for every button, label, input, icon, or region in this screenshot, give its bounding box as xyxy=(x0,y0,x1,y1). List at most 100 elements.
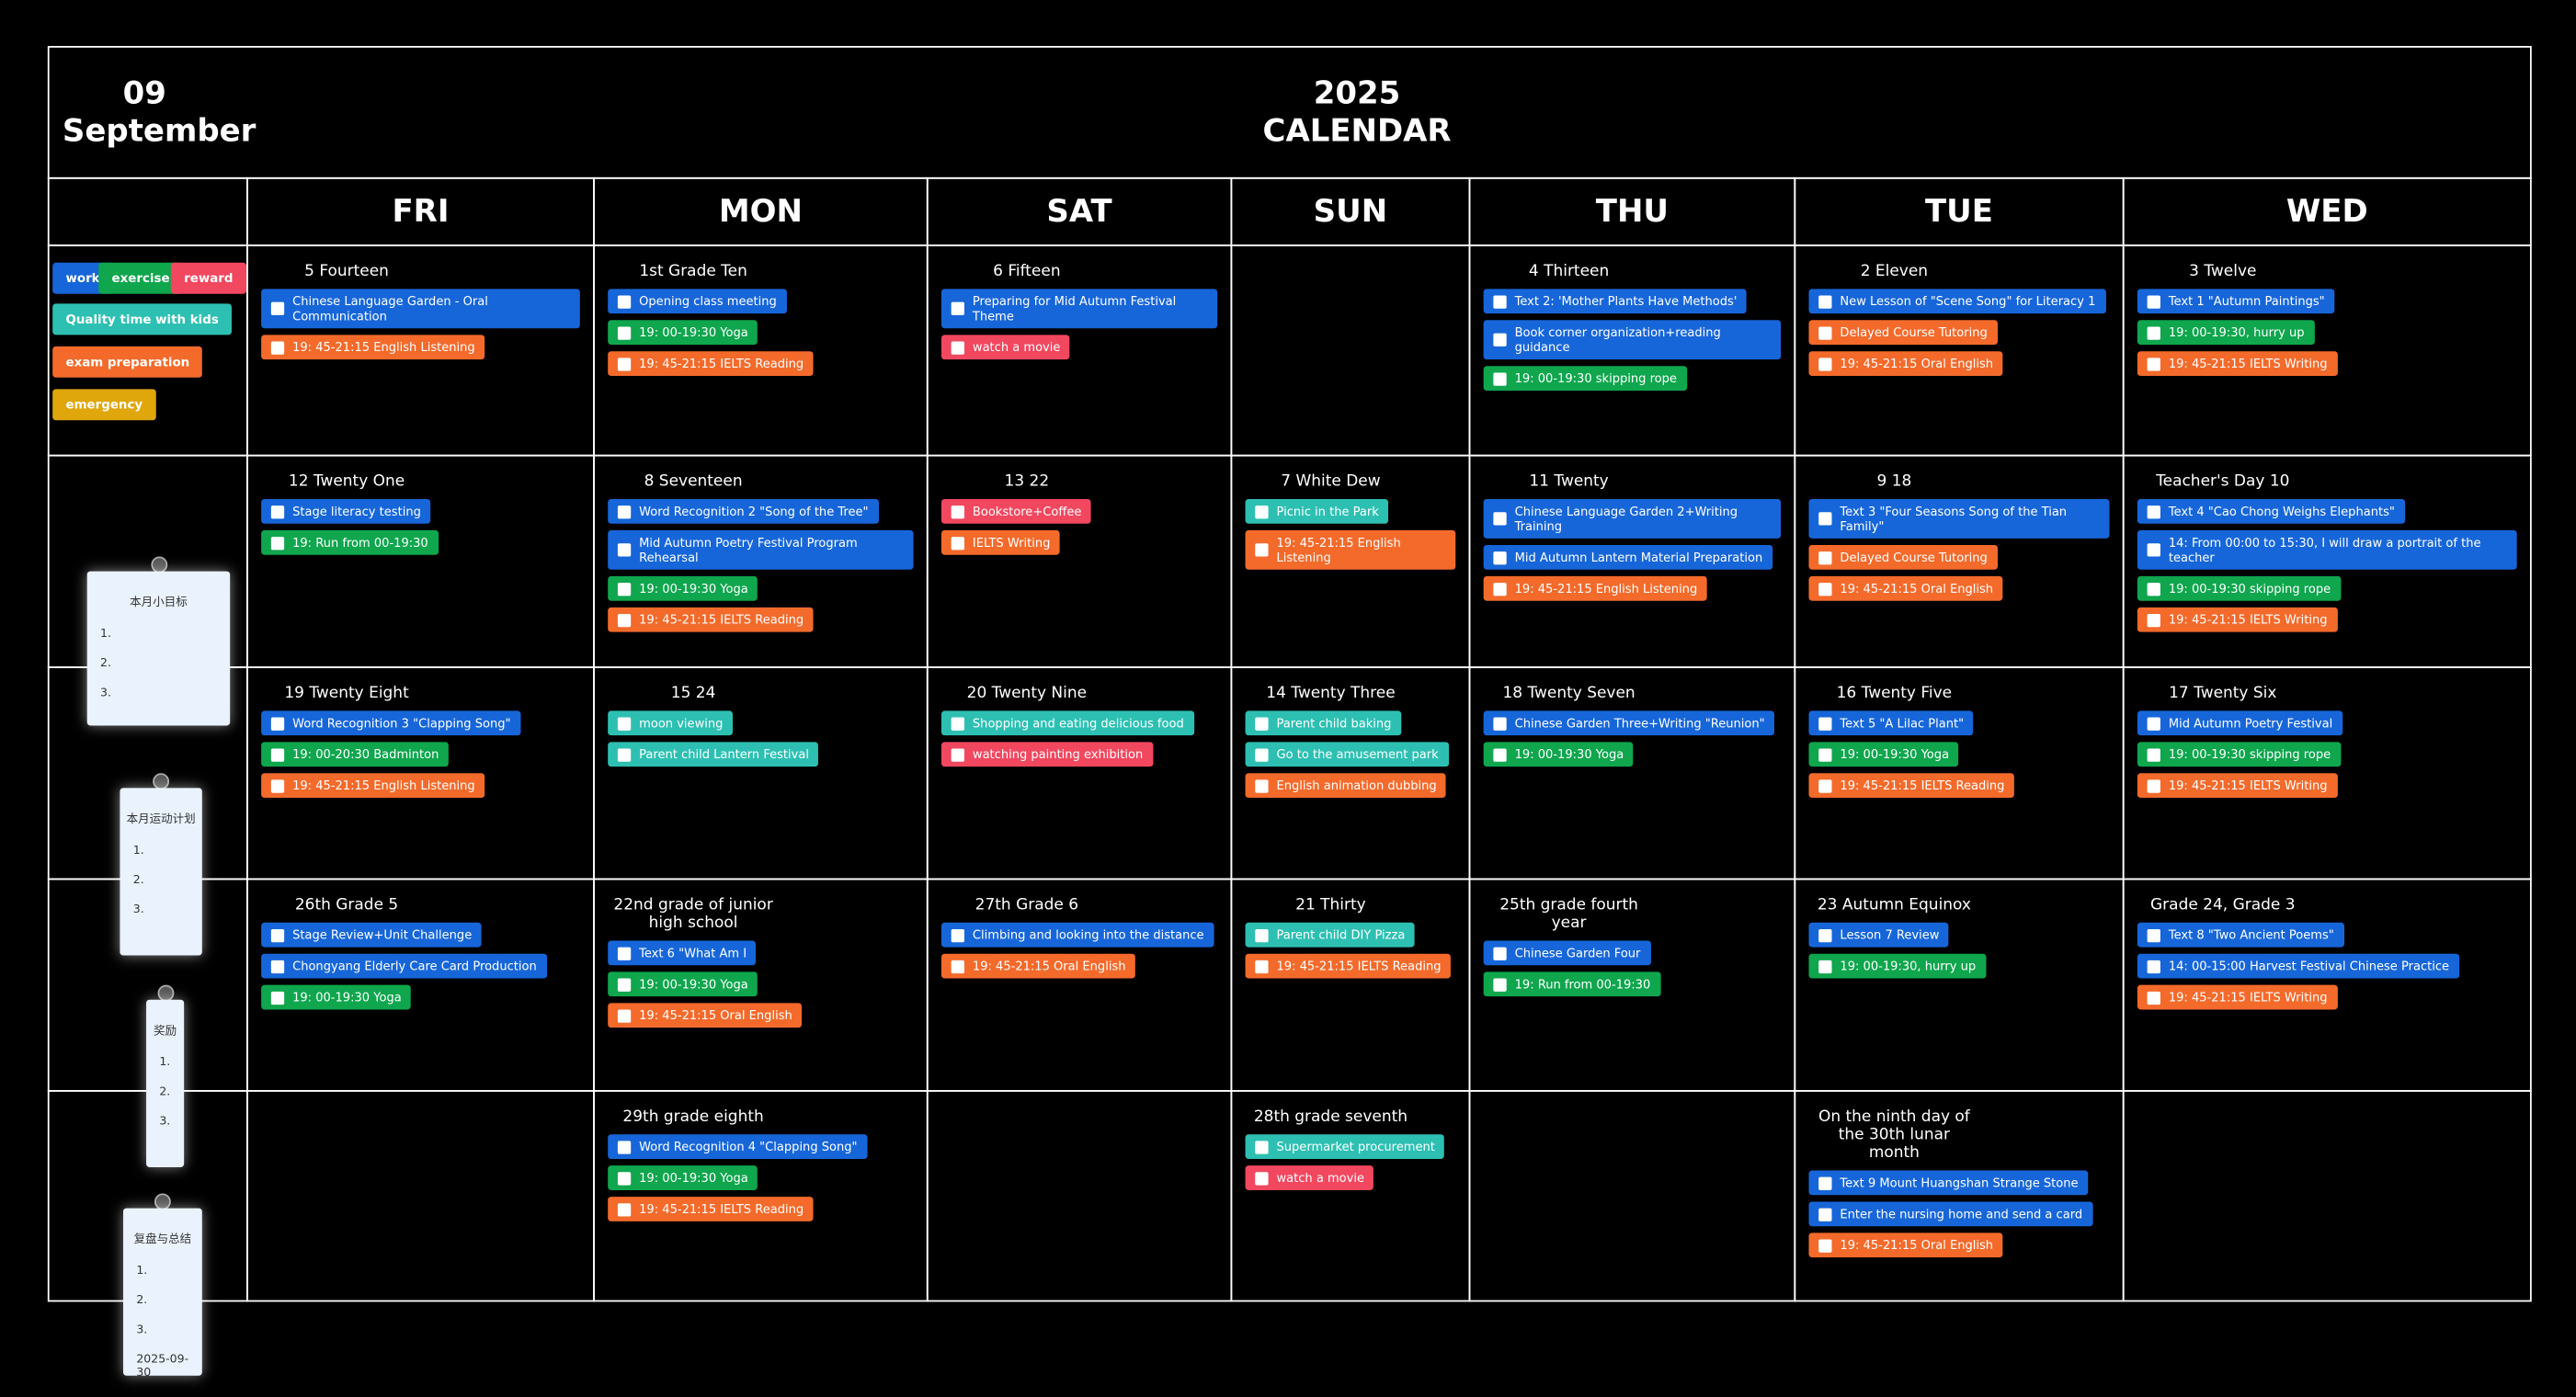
task-text: Enter the nursing home and send a card xyxy=(1840,1206,2083,1221)
task-text: 19: Run from 00-19:30 xyxy=(292,535,428,551)
task-text: 19: 00-19:30 skipping rope xyxy=(1514,370,1677,386)
task-chip: English animation dubbing xyxy=(1245,773,1447,799)
date-label: 26th Grade 5 xyxy=(294,896,399,914)
task-text: 19: 00-19:30, hurry up xyxy=(2168,324,2305,340)
note-item: 3. xyxy=(136,1323,148,1336)
day-cell xyxy=(1468,1089,1796,1302)
task-text: English animation dubbing xyxy=(1276,778,1437,793)
legend-tag: reward xyxy=(170,262,246,294)
checkbox xyxy=(2147,357,2160,370)
checkbox xyxy=(270,301,285,315)
date-label: Teacher's Day 10 xyxy=(2156,472,2290,492)
checkbox xyxy=(951,747,964,761)
task-list: Picnic in the Park 19: 45-21:15 English L… xyxy=(1232,498,1468,570)
checkbox xyxy=(1818,716,1832,730)
task-text: Text 8 "Two Ancient Poems" xyxy=(2168,927,2334,943)
task-chip: Chinese Garden Three+Writing "Reunion" xyxy=(1483,710,1775,736)
task-text: Text 4 "Cao Chong Weighs Elephants" xyxy=(2168,504,2395,519)
checkbox xyxy=(617,613,632,627)
checkbox xyxy=(617,325,632,339)
checkbox xyxy=(617,582,632,596)
task-list: Chinese Language Garden - Oral Communica… xyxy=(248,289,593,360)
date-label: 22nd grade of junior high school xyxy=(613,896,773,933)
month-name: September xyxy=(62,113,256,150)
task-chip: 19: 45-21:15 IELTS Reading xyxy=(1245,953,1452,979)
date-label: 16 Twenty Five xyxy=(1836,684,1953,703)
checkbox xyxy=(1818,551,1832,564)
sticky-note: 奖励 1. 2. 3. xyxy=(146,999,185,1167)
task-chip: Chinese Language Garden - Oral Communica… xyxy=(261,289,580,329)
task-chip: Opening class meeting xyxy=(608,289,787,314)
task-list: Stage literacy testing 19: Run from 00-19… xyxy=(248,498,593,555)
task-text: 19: 45-21:15 IELTS Writing xyxy=(2168,778,2328,793)
task-text: 19: 00-19:30 skipping rope xyxy=(2168,581,2331,596)
date-label: 17 Twenty Six xyxy=(2169,684,2277,703)
task-chip: 19: 45-21:15 IELTS Reading xyxy=(608,607,814,632)
task-chip: Chinese Garden Four xyxy=(1483,940,1651,966)
date-label: 18 Twenty Seven xyxy=(1502,684,1636,703)
note-item: 2. xyxy=(159,1085,171,1098)
task-chip: Chinese Language Garden 2+Writing Traini… xyxy=(1483,498,1782,539)
task-text: 14: From 00:00 to 15:30, I will draw a p… xyxy=(2168,535,2481,565)
checkbox xyxy=(1255,505,1269,518)
task-list: Word Recognition 3 "Clapping Song" 19: 00… xyxy=(248,710,593,799)
checkbox xyxy=(270,778,285,792)
day-cell: On the ninth day of the 30th lunar month… xyxy=(1794,1089,2125,1302)
task-text: 19: 45-21:15 Oral English xyxy=(1840,581,1994,596)
day-cell: 19 Twenty Eight Word Recognition 3 "Clapp… xyxy=(246,666,595,880)
task-text: New Lesson of "Scene Song" for Literacy … xyxy=(1840,293,2096,309)
task-chip: 19: 00-19:30 Yoga xyxy=(608,575,758,601)
note-item: 1. xyxy=(132,844,144,858)
day-cell: 25th grade fourth year Chinese Garden Fou… xyxy=(1468,878,1796,1092)
day-cell: 14 Twenty Three Parent child baking Go to … xyxy=(1230,666,1471,880)
task-chip: Word Recognition 3 "Clapping Song" xyxy=(261,710,521,736)
checkbox xyxy=(270,505,285,518)
date-label: 12 Twenty One xyxy=(288,472,405,492)
legend-tag: exam preparation xyxy=(52,346,203,378)
task-chip: 19: 45-21:15 IELTS Writing xyxy=(2137,773,2338,799)
task-chip: 19: Run from 00-19:30 xyxy=(261,529,439,555)
task-chip: 19: 45-21:15 English Listening xyxy=(1245,529,1456,570)
day-cell: 15 24 moon viewing Parent child Lantern Fe… xyxy=(593,666,929,880)
task-chip: Text 2: 'Mother Plants Have Methods' xyxy=(1483,289,1748,314)
task-chip: Mid Autumn Poetry Festival xyxy=(2137,710,2342,736)
checkbox xyxy=(270,928,285,942)
task-text: Chinese Garden Three+Writing "Reunion" xyxy=(1514,715,1765,731)
task-text: Parent child Lantern Festival xyxy=(639,746,810,762)
day-cell: 11 Twenty Chinese Language Garden 2+Writi… xyxy=(1468,454,1796,668)
checkbox xyxy=(951,301,964,315)
checkbox xyxy=(617,977,632,991)
checkbox xyxy=(951,959,964,973)
sticky-note: 复盘与总结 1. 2. 3. 2025-09-30 xyxy=(123,1208,202,1379)
task-text: moon viewing xyxy=(639,715,724,731)
task-text: Word Recognition 4 "Clapping Song" xyxy=(639,1139,858,1154)
task-chip: 19: 00-19:30 Yoga xyxy=(608,320,758,346)
day-cell: 13 22 Bookstore+Coffee IELTS Writing xyxy=(926,454,1233,668)
checkbox xyxy=(951,928,964,942)
task-chip: Text 8 "Two Ancient Poems" xyxy=(2137,922,2344,948)
checkbox xyxy=(1493,946,1507,960)
task-text: 19: 45-21:15 IELTS Reading xyxy=(639,356,804,371)
task-list: moon viewing Parent child Lantern Festiva… xyxy=(595,710,927,767)
task-text: watch a movie xyxy=(1276,1170,1365,1186)
task-chip: 19: 00-19:30 Yoga xyxy=(608,1165,758,1190)
day-cell: 4 Thirteen Text 2: 'Mother Plants Have Me… xyxy=(1468,244,1796,457)
task-chip: 19: 00-20:30 Badminton xyxy=(261,742,450,767)
task-list: Parent child DIY Pizza 19: 45-21:15 IELTS… xyxy=(1232,922,1468,979)
year: 2025 xyxy=(1313,75,1401,112)
task-text: Mid Autumn Poetry Festival xyxy=(2168,715,2333,731)
task-text: Delayed Course Tutoring xyxy=(1840,324,1988,340)
checkbox xyxy=(1818,747,1832,761)
day-cell: 9 18 Text 3 "Four Seasons Song of the Tia… xyxy=(1794,454,2125,668)
task-chip: 19: 45-21:15 IELTS Writing xyxy=(2137,984,2338,1010)
note-item: 1. xyxy=(159,1055,171,1069)
checkbox xyxy=(1493,747,1507,761)
task-chip: Mid Autumn Poetry Festival Program Rehea… xyxy=(608,529,914,570)
task-text: 19: 45-21:15 Oral English xyxy=(972,959,1126,974)
date-label: 14 Twenty Three xyxy=(1266,684,1396,703)
checkbox xyxy=(2147,613,2160,627)
task-chip: Supermarket procurement xyxy=(1245,1134,1445,1160)
checkbox xyxy=(270,990,285,1005)
task-list: Text 3 "Four Seasons Song of the Tian Fa… xyxy=(1795,498,2123,601)
task-chip: Text 9 Mount Huangshan Strange Stone xyxy=(1808,1170,2089,1196)
